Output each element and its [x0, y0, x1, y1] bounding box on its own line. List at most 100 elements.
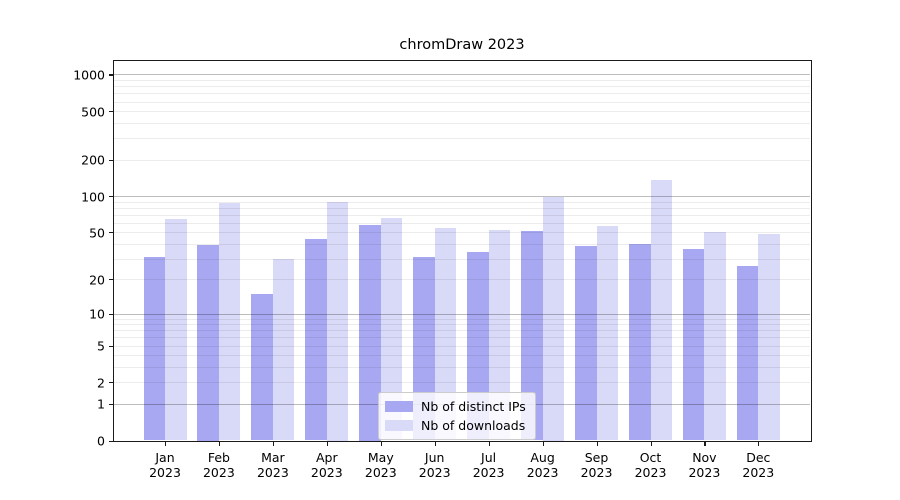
- y-tick-label: 200: [81, 152, 105, 168]
- minor-gridline: [114, 80, 810, 81]
- bar-downloads-nov: [704, 232, 726, 441]
- minor-gridline: [114, 159, 810, 161]
- x-tick-label: Jan 2023: [149, 449, 181, 481]
- minor-gridline: [114, 279, 810, 281]
- y-axis-tick: [109, 196, 113, 198]
- bar-downloads-apr: [326, 201, 349, 441]
- y-tick-label: 20: [89, 272, 105, 288]
- bar-downloads-jun: [434, 228, 457, 441]
- bar-downloads-aug: [542, 197, 565, 441]
- y-axis-tick: [109, 313, 113, 315]
- y-tick-label: 500: [81, 104, 105, 120]
- bar-distinct-ips-aug: [521, 231, 543, 441]
- bar-downloads-mar: [272, 258, 295, 441]
- y-axis-tick: [109, 159, 113, 161]
- y-axis-tick: [109, 111, 113, 113]
- minor-gridline: [114, 382, 810, 384]
- y-axis-tick: [109, 403, 113, 405]
- bar-downloads-dec: [758, 234, 780, 441]
- minor-gridline: [114, 86, 810, 88]
- bar-distinct-ips-apr: [305, 238, 327, 441]
- x-axis-tick: [542, 441, 544, 446]
- minor-gridline: [114, 214, 810, 216]
- minor-gridline: [114, 122, 810, 124]
- x-axis-tick: [380, 441, 382, 446]
- x-tick-label: Jun 2023: [418, 449, 451, 481]
- minor-gridline: [114, 345, 810, 347]
- x-axis-tick: [218, 441, 221, 446]
- x-axis-tick: [272, 441, 275, 446]
- bar-distinct-ips-sep: [575, 246, 597, 441]
- bar-distinct-ips-mar: [251, 293, 273, 441]
- x-tick-label: Aug 2023: [526, 449, 559, 481]
- bar-downloads-feb: [218, 202, 241, 441]
- bar-distinct-ips-feb: [197, 245, 219, 441]
- legend-label-distinct-ips: Nb of distinct IPs: [421, 399, 526, 414]
- minor-gridline: [114, 355, 810, 357]
- minor-gridline: [114, 367, 810, 368]
- bar-distinct-ips-oct: [629, 243, 651, 441]
- legend-item-downloads: Nb of downloads: [385, 418, 526, 433]
- y-axis-tick: [109, 279, 113, 281]
- x-tick-label: Apr 2023: [310, 449, 343, 481]
- y-tick-label: 50: [89, 225, 105, 241]
- minor-gridline: [114, 337, 810, 339]
- bar-downloads-jul: [488, 230, 511, 441]
- x-axis-tick: [704, 441, 706, 446]
- y-axis-tick: [109, 440, 113, 442]
- y-tick-label: 1000: [73, 67, 105, 83]
- x-tick-label: May 2023: [364, 449, 397, 481]
- y-axis-tick: [109, 382, 113, 384]
- y-tick-label: 5: [97, 338, 105, 354]
- minor-gridline: [114, 138, 810, 140]
- y-tick-label: 10: [89, 306, 105, 322]
- legend: Nb of distinct IPs Nb of downloads: [378, 392, 536, 440]
- x-tick-label: Nov 2023: [688, 449, 721, 481]
- legend-item-distinct-ips: Nb of distinct IPs: [385, 399, 526, 414]
- x-tick-label: Feb 2023: [202, 449, 235, 481]
- bar-distinct-ips-dec: [736, 265, 759, 441]
- minor-gridline: [114, 201, 810, 203]
- x-tick-label: Sep 2023: [580, 449, 613, 481]
- bar-downloads-sep: [596, 226, 618, 441]
- minor-gridline: [114, 93, 810, 95]
- minor-gridline: [114, 318, 810, 320]
- bar-downloads-may: [380, 217, 403, 441]
- y-tick-label: 0: [97, 433, 105, 449]
- minor-gridline: [114, 324, 810, 326]
- chart-title: chromDraw 2023: [399, 37, 525, 53]
- legend-swatch-downloads-icon: [385, 420, 413, 431]
- major-gridline: [114, 74, 810, 76]
- x-axis-tick: [326, 441, 328, 446]
- x-tick-label: Mar 2023: [256, 449, 289, 481]
- bar-downloads-jan: [165, 219, 187, 441]
- y-axis-tick: [109, 345, 113, 347]
- x-tick-label: Dec 2023: [742, 449, 775, 481]
- x-axis-tick: [488, 441, 490, 446]
- minor-gridline: [114, 232, 810, 234]
- bar-distinct-ips-may: [359, 224, 381, 441]
- x-axis-tick: [650, 441, 652, 446]
- x-axis-tick: [758, 441, 760, 446]
- legend-swatch-distinct-ips-icon: [385, 401, 413, 412]
- minor-gridline: [114, 101, 810, 103]
- y-tick-label: 2: [97, 375, 105, 391]
- minor-gridline: [114, 207, 810, 209]
- x-axis-tick: [434, 441, 436, 446]
- x-axis-tick: [596, 441, 598, 446]
- legend-label-downloads: Nb of downloads: [421, 418, 526, 433]
- bar-downloads-oct: [650, 180, 672, 441]
- x-tick-label: Jul 2023: [472, 449, 505, 481]
- minor-gridline: [114, 243, 810, 245]
- bar-distinct-ips-jan: [143, 256, 165, 441]
- minor-gridline: [114, 111, 810, 113]
- y-tick-label: 1: [97, 396, 105, 412]
- minor-gridline: [114, 330, 810, 332]
- y-tick-label: 100: [81, 189, 105, 204]
- y-axis-tick: [109, 232, 113, 234]
- major-gridline: [114, 196, 810, 197]
- major-gridline: [114, 313, 810, 315]
